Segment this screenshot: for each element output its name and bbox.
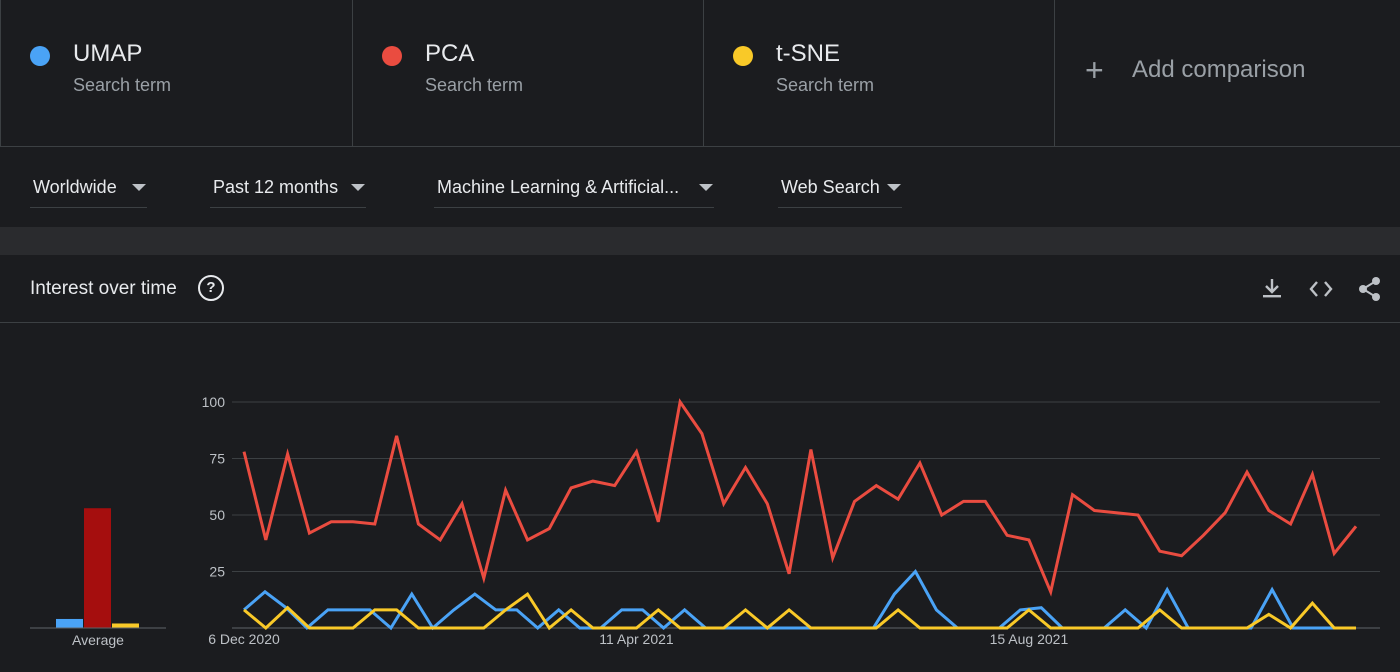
card-title: Interest over time <box>30 278 177 299</box>
term-type: Search term <box>776 75 875 95</box>
filter-bar: Worldwide Past 12 months Machine Learnin… <box>0 147 1400 227</box>
interest-over-time-card: Interest over time ? Average 25 50 75 100 6… <box>0 255 1400 672</box>
tsne-color-dot <box>733 46 753 66</box>
search-property-value: Web Search <box>781 177 880 197</box>
average-bar-umap <box>56 618 83 628</box>
term-name: UMAP <box>73 40 143 67</box>
term-type: Search term <box>425 75 524 95</box>
add-comparison-button[interactable]: + Add comparison <box>1054 0 1400 146</box>
y-tick-label: 25 <box>209 564 225 580</box>
term-card-umap[interactable]: UMAP Search term <box>0 0 352 146</box>
y-tick-label: 75 <box>209 451 225 467</box>
chart-lines <box>242 398 1358 631</box>
help-icon[interactable]: ? <box>198 275 224 301</box>
category-select[interactable]: Machine Learning & Artificial... <box>434 173 714 208</box>
chart-ticks: 6 Dec 2020 11 Apr 2021 15 Aug 2021 <box>208 631 1068 647</box>
caret-down-icon <box>351 184 365 191</box>
region-value: Worldwide <box>33 177 117 197</box>
average-label: Average <box>72 632 124 648</box>
card-header: Interest over time ? <box>0 255 1400 323</box>
y-tick-label: 50 <box>209 507 225 523</box>
comparison-bar: UMAP Search term PCA Search term t-SNE S… <box>0 0 1400 147</box>
x-tick-label: 11 Apr 2021 <box>599 631 674 647</box>
series-line-pca <box>242 398 1358 597</box>
plus-icon: + <box>1085 52 1104 88</box>
caret-down-icon <box>132 184 146 191</box>
term-name: PCA <box>425 40 475 67</box>
share-icon[interactable] <box>1356 275 1384 303</box>
search-property-select[interactable]: Web Search <box>778 173 902 208</box>
y-tick-label: 100 <box>202 394 226 410</box>
average-bar-pca <box>84 508 111 628</box>
caret-down-icon <box>699 184 713 191</box>
time-range-select[interactable]: Past 12 months <box>210 173 366 208</box>
pca-color-dot <box>382 46 402 66</box>
average-bar-t-sne <box>112 623 139 628</box>
series-line-umap <box>243 568 1356 631</box>
section-divider <box>0 227 1400 255</box>
umap-color-dot <box>30 46 50 66</box>
average-chart: Average <box>30 508 166 648</box>
term-name: t-SNE <box>776 40 841 67</box>
download-icon[interactable] <box>1258 275 1286 303</box>
time-range-value: Past 12 months <box>213 177 339 197</box>
x-tick-label: 6 Dec 2020 <box>208 631 280 647</box>
region-select[interactable]: Worldwide <box>30 173 147 208</box>
x-tick-label: 15 Aug 2021 <box>990 631 1069 647</box>
interest-chart: Average 25 50 75 100 6 Dec 2020 11 Apr 2021 1… <box>30 394 1380 648</box>
embed-icon[interactable] <box>1307 275 1335 303</box>
category-value: Machine Learning & Artificial... <box>437 177 680 197</box>
term-card-pca[interactable]: PCA Search term <box>352 0 703 146</box>
caret-down-icon <box>887 184 901 191</box>
term-type: Search term <box>73 75 172 95</box>
series-line-t-sne <box>243 591 1356 631</box>
add-comparison-label: Add comparison <box>1132 56 1306 83</box>
term-card-tsne[interactable]: t-SNE Search term <box>703 0 1054 146</box>
